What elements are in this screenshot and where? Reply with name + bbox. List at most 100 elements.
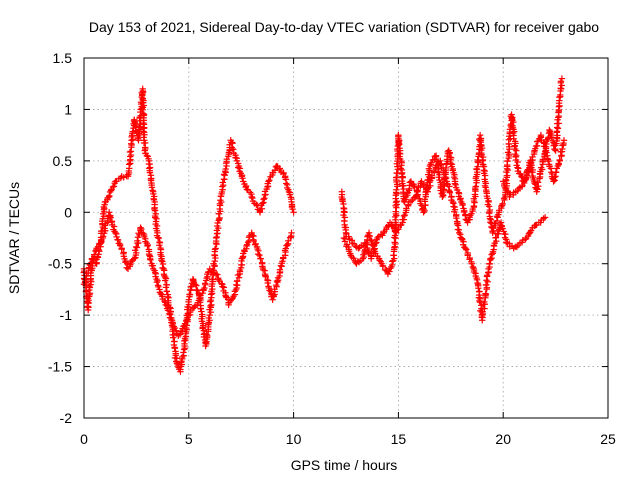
data-point [151,205,158,213]
data-point [147,256,154,264]
data-point [434,168,442,175]
data-point [289,205,296,213]
data-point [379,263,387,270]
data-point [205,268,212,276]
chart-title: Day 153 of 2021, Sidereal Day-to-day VTE… [89,19,599,35]
data-point [158,257,165,264]
data-point [126,148,134,156]
data-point [555,120,562,127]
data-point [262,273,269,280]
data-point [369,241,376,249]
data-point [414,191,422,198]
data-point [200,286,207,293]
data-point [99,233,107,240]
data-point [399,174,407,181]
y-tick-label: 0.5 [53,153,73,169]
data-point [541,143,549,150]
data-point [230,146,237,153]
data-point [401,196,409,203]
data-point [231,288,239,295]
data-point [354,258,361,265]
data-point [187,283,194,291]
data-point [475,284,482,292]
data-point [527,227,535,234]
data-point [219,283,226,290]
data-point [162,284,170,291]
data-point [534,186,541,193]
data-point [266,177,273,184]
data-point [201,280,209,287]
data-point [282,245,290,252]
data-point [129,128,136,135]
data-point [233,281,240,289]
data-point [90,251,98,258]
data-point [142,238,149,245]
data-point [214,271,221,278]
data-point [204,332,211,340]
data-point [161,297,168,305]
data-point [366,232,373,240]
data-point [385,267,393,275]
data-point [170,331,178,339]
data-point [223,155,230,163]
data-point [118,246,125,253]
data-point [554,125,562,132]
data-point [542,148,549,156]
data-point [558,75,566,82]
data-point [125,161,133,168]
data-point [203,274,210,282]
x-tick-label: 0 [80,431,88,447]
data-points [80,75,568,375]
data-point [264,279,271,287]
data-point [446,150,453,157]
data-point [543,149,550,156]
data-point [256,251,263,259]
data-point [420,205,428,213]
data-point [161,277,169,284]
data-point [502,239,510,246]
data-point [151,207,159,214]
data-point [140,128,147,135]
x-tick-label: 20 [495,431,511,447]
data-point [400,212,408,220]
data-point [284,241,291,249]
data-point [556,156,563,164]
data-point [376,257,383,264]
data-point [272,281,280,289]
x-tick-label: 10 [286,431,302,447]
data-point [463,246,470,253]
data-point [106,213,114,220]
y-tick-label: 0 [64,204,72,220]
data-point [211,246,219,253]
x-axis-label: GPS time / hours [291,457,398,473]
data-point [441,175,448,182]
data-point [355,245,362,252]
data-point [109,183,117,191]
data-point [170,334,177,341]
data-point [478,311,486,319]
data-point [451,180,459,187]
data-point [504,157,511,165]
data-point [181,320,189,327]
data-point [254,250,262,258]
data-point [453,214,460,222]
data-point [560,137,568,144]
data-point [191,281,199,288]
data-point [107,214,114,221]
data-point [440,186,447,193]
data-point [434,158,441,165]
data-point [500,195,508,202]
data-point [243,242,250,250]
data-point [218,280,225,287]
data-point [435,174,442,181]
data-point [212,234,220,242]
data-point [257,255,264,262]
x-tick-label: 25 [600,431,616,447]
data-point [522,236,529,243]
data-point [468,260,475,267]
data-point [243,186,251,193]
data-point [248,229,255,237]
data-point [259,200,266,207]
data-point [488,251,495,258]
data-point [201,284,208,292]
